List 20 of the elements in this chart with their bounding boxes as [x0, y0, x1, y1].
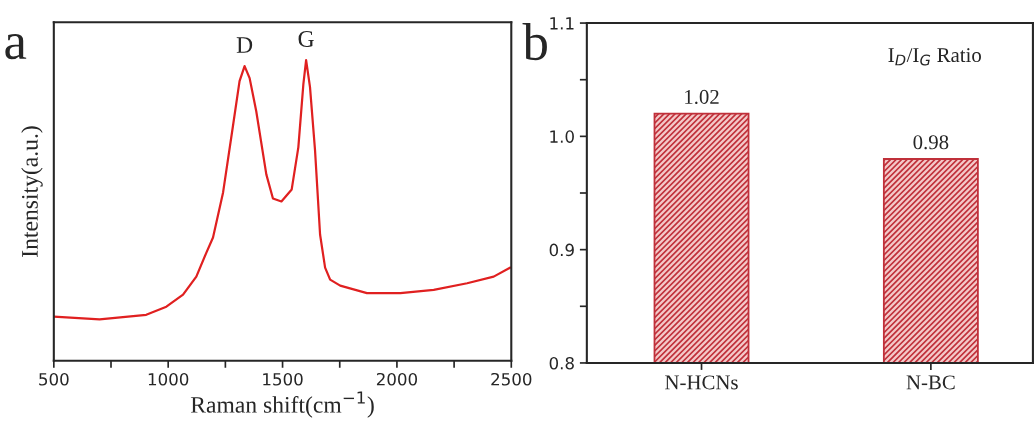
y-tick-label: 0.9 — [549, 243, 574, 257]
y-axis-title: Intensity(a.u.) — [21, 126, 43, 257]
annotation: G — [298, 31, 314, 47]
chart-title: a — [5, 34, 27, 60]
annotation: I$_{D}$/I$_{G}$ Ratio — [888, 48, 981, 66]
x-tick-label: N-HCNs — [665, 375, 738, 390]
data-label: 0.98 — [913, 135, 949, 150]
x-tick-label: 500 — [39, 372, 69, 386]
x-tick-label: 1000 — [148, 372, 189, 386]
x-tick-label: N-BC — [906, 375, 955, 390]
x-axis-title: Raman shift(cm$^{−1}$) — [190, 391, 374, 418]
y-tick-label: 1.1 — [550, 17, 574, 30]
data-label: 1.02 — [685, 89, 719, 104]
y-tick-label: 1.0 — [550, 130, 574, 143]
x-tick-label: 2000 — [376, 372, 418, 386]
y-tick-label: 0.8 — [549, 356, 574, 370]
annotation: D — [236, 37, 253, 53]
x-tick-label: 1500 — [263, 372, 303, 386]
x-tick-label: 2500 — [491, 372, 532, 386]
chart-title: b — [522, 23, 547, 61]
